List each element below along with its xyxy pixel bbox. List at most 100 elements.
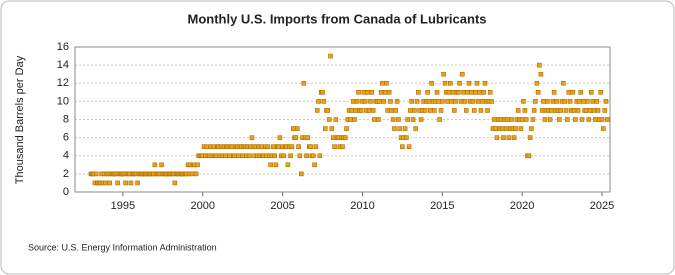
point [404,135,409,140]
point [554,99,560,104]
x-tick-label: 2025 [590,200,614,212]
point [561,80,566,86]
point [465,90,470,95]
point [578,90,584,95]
point [440,99,445,104]
point [332,144,337,149]
point [388,99,393,104]
point [530,117,536,122]
point [325,108,331,113]
point [471,108,477,113]
point [381,99,387,104]
point [385,108,390,113]
point [293,135,299,140]
point [567,99,573,104]
point [458,99,464,104]
point [322,126,328,131]
source: Source: U.S. Energy Information Administ… [28,242,217,252]
point [437,117,442,122]
point [470,99,476,104]
point [321,99,327,104]
point [249,135,255,140]
point [469,90,474,95]
point [397,126,402,131]
point [489,99,494,104]
point [273,162,279,168]
point [478,108,484,113]
point [289,144,295,149]
point [195,162,200,168]
x-tick-label: 1995 [111,200,135,212]
point [598,90,604,95]
point [600,126,606,131]
point [353,108,359,113]
point [505,117,510,122]
point [236,153,241,159]
point [330,135,336,140]
point [575,108,581,113]
point [386,90,392,95]
point [414,99,420,104]
point [449,99,454,104]
point [474,80,480,86]
point [409,99,414,104]
point [308,144,313,149]
point [211,144,216,149]
point [384,80,389,86]
point [591,108,597,113]
point [123,180,128,186]
point [271,144,276,149]
point [291,126,296,131]
point [348,117,353,122]
point [501,135,506,140]
y-tick-label: 2 [63,168,69,180]
point [276,144,281,149]
point [428,108,433,113]
point [522,108,528,113]
point [93,171,99,177]
point [376,117,381,122]
point [297,153,303,159]
point [317,153,323,159]
point [232,153,238,159]
point [370,108,376,113]
point [329,126,335,131]
point [382,90,388,95]
point [350,99,356,104]
x-tick-label: 2000 [191,200,215,212]
point [571,108,577,113]
point [326,117,332,122]
point [377,99,383,104]
point [159,162,164,168]
point [429,80,434,86]
point [193,171,199,177]
point [418,117,424,122]
point [577,99,582,104]
point [356,90,361,95]
point [204,144,210,149]
point [285,162,291,168]
point [519,117,525,122]
point [400,144,405,149]
point [494,135,500,140]
point [581,99,586,104]
point [475,99,481,104]
point [213,153,219,159]
point [539,108,545,113]
point [447,80,453,86]
point [527,135,533,140]
point [549,108,554,113]
point [557,117,562,122]
point [541,99,546,104]
point [438,108,444,113]
point [107,180,112,186]
point [425,90,430,95]
point [320,90,325,95]
point [312,162,317,168]
point [393,108,398,113]
point [296,144,301,149]
point [462,99,468,104]
point [491,117,497,122]
point [394,99,400,104]
point [558,108,564,113]
